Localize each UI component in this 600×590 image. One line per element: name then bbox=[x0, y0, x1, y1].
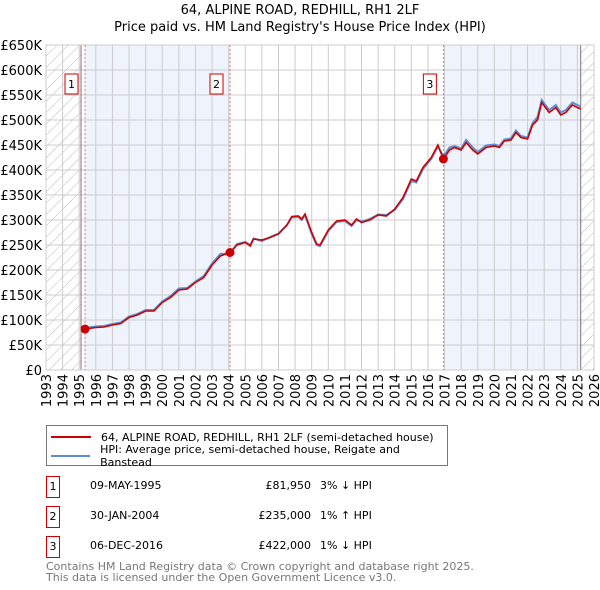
transaction-row: 3 06-DEC-2016 £422,000 1% ↓ HPI bbox=[46, 536, 446, 558]
sale-label: 2 bbox=[213, 78, 220, 91]
hatched-no-data bbox=[580, 45, 594, 370]
x-tick-label: 2002 bbox=[189, 374, 204, 407]
x-tick-label: 2008 bbox=[289, 374, 304, 407]
ownership-shade bbox=[443, 45, 581, 370]
sale-label-box bbox=[422, 73, 437, 95]
y-tick-label: £250K bbox=[0, 239, 42, 254]
x-tick-label: 2015 bbox=[405, 374, 420, 407]
sale-point bbox=[438, 154, 448, 164]
legend-price-label: 64, ALPINE ROAD, REDHILL, RH1 2LF (semi-… bbox=[101, 430, 434, 444]
sale-label-box bbox=[64, 73, 79, 95]
y-tick-label: £50K bbox=[9, 339, 43, 354]
price-legend-swatch bbox=[51, 436, 91, 438]
x-tick-label: 1996 bbox=[90, 374, 105, 407]
x-tick-label: 2010 bbox=[322, 374, 337, 407]
sale-point bbox=[225, 248, 235, 257]
transaction-date: 06-DEC-2016 bbox=[90, 539, 164, 552]
sale-label: 1 bbox=[68, 78, 75, 91]
legend-hpi-label: HPI: Average price, semi-detached house,… bbox=[100, 443, 400, 469]
x-tick-label: 1993 bbox=[40, 374, 55, 407]
transaction-date: 09-MAY-1995 bbox=[90, 479, 162, 492]
footer-copyright: Contains HM Land Registry data © Crown c… bbox=[46, 560, 474, 573]
chart-subtitle: Price paid vs. HM Land Registry's House … bbox=[114, 20, 486, 35]
transaction-hpi-delta: 3% ↓ HPI bbox=[320, 479, 372, 492]
y-tick-label: £500K bbox=[0, 114, 42, 129]
x-tick-label: 2024 bbox=[555, 374, 570, 407]
x-tick-label: 2006 bbox=[256, 374, 271, 407]
transaction-row: 2 30-JAN-2004 £235,000 1% ↑ HPI bbox=[46, 506, 446, 528]
y-tick-label: £650K bbox=[0, 39, 42, 54]
transaction-number: 2 bbox=[46, 506, 60, 528]
x-tick-label: 2021 bbox=[505, 374, 520, 407]
y-tick-label: £300K bbox=[0, 214, 42, 229]
y-tick-label: £400K bbox=[0, 164, 42, 179]
transaction-price: £81,950 bbox=[265, 479, 312, 492]
chart-title: 64, ALPINE ROAD, REDHILL, RH1 2LF bbox=[180, 3, 420, 18]
x-tick-label: 1994 bbox=[57, 374, 72, 407]
ownership-shade bbox=[85, 45, 230, 370]
x-tick-label: 2013 bbox=[372, 374, 387, 407]
y-tick-label: £0 bbox=[25, 364, 42, 379]
sale-label-box bbox=[209, 73, 224, 95]
legend: 64, ALPINE ROAD, REDHILL, RH1 2LF (semi-… bbox=[46, 425, 448, 469]
x-tick-label: 2018 bbox=[455, 374, 470, 407]
x-tick-label: 2023 bbox=[538, 374, 553, 407]
x-tick-label: 1995 bbox=[73, 374, 88, 407]
transaction-hpi-delta: 1% ↑ HPI bbox=[320, 509, 372, 522]
y-tick-label: £550K bbox=[0, 89, 42, 104]
x-tick-label: 2005 bbox=[239, 374, 254, 407]
transaction-date: 30-JAN-2004 bbox=[90, 509, 160, 522]
transaction-price: £422,000 bbox=[258, 539, 312, 552]
x-tick-label: 2004 bbox=[223, 374, 238, 407]
x-tick-label: 1999 bbox=[140, 374, 155, 407]
transaction-hpi-delta: 1% ↓ HPI bbox=[320, 539, 372, 552]
x-tick-label: 1998 bbox=[123, 374, 138, 407]
y-tick-label: £450K bbox=[0, 139, 42, 154]
x-tick-label: 2017 bbox=[439, 374, 454, 407]
plot-area: £0 £50K £100K £150K £200K £250K £300K £350K £400… bbox=[0, 39, 600, 407]
y-tick-label: £150K bbox=[0, 289, 42, 304]
y-tick-label: £200K bbox=[0, 264, 42, 279]
sale-label: 3 bbox=[426, 78, 433, 91]
y-tick-label: £600K bbox=[0, 64, 42, 79]
x-tick-label: 2009 bbox=[306, 374, 321, 407]
x-tick-label: 2000 bbox=[156, 374, 171, 407]
x-tick-label: 2014 bbox=[389, 374, 404, 407]
transaction-price: £235,000 bbox=[258, 509, 312, 522]
footer-licence: This data is licensed under the Open Gov… bbox=[46, 571, 397, 584]
x-tick-label: 2012 bbox=[356, 374, 371, 407]
x-tick-label: 2026 bbox=[588, 374, 600, 407]
x-tick-label: 2019 bbox=[472, 374, 487, 407]
x-tick-label: 2020 bbox=[488, 374, 503, 407]
sale-point bbox=[80, 324, 90, 334]
transaction-number: 3 bbox=[46, 536, 60, 558]
transaction-number: 1 bbox=[46, 476, 60, 498]
x-tick-label: 2016 bbox=[422, 374, 437, 407]
x-tick-label: 2003 bbox=[206, 374, 221, 407]
plot-border bbox=[45, 44, 595, 371]
x-tick-label: 2001 bbox=[173, 374, 188, 407]
y-tick-label: £350K bbox=[0, 189, 42, 204]
x-tick-label: 2011 bbox=[339, 374, 354, 407]
x-tick-label: 1997 bbox=[106, 374, 121, 407]
hpi-legend-swatch bbox=[51, 455, 91, 457]
x-tick-label: 2025 bbox=[571, 374, 586, 407]
price-line bbox=[84, 100, 582, 330]
hatched-no-data bbox=[46, 45, 82, 370]
x-tick-label: 2007 bbox=[272, 374, 287, 407]
x-tick-label: 2022 bbox=[522, 374, 537, 407]
transaction-row: 1 09-MAY-1995 £81,950 3% ↓ HPI bbox=[46, 476, 446, 498]
y-tick-label: £100K bbox=[0, 314, 42, 329]
